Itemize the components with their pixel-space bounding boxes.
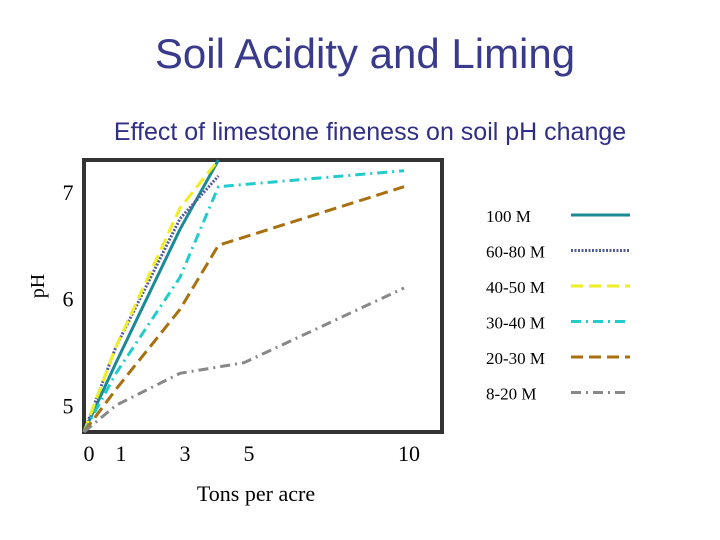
- chart-title: Effect of limestone fineness on soil pH …: [113, 118, 627, 146]
- series-lines: [82, 159, 405, 434]
- y-tick-label: 7: [63, 180, 74, 205]
- x-tick-label: 0: [84, 441, 95, 466]
- legend-label: 40-50 M: [486, 278, 545, 297]
- legend-label: 8-20 M: [486, 385, 537, 404]
- series-line: [82, 185, 405, 433]
- plot-frame: [82, 158, 444, 434]
- legend: 100 M 60-80 M 40-50 M 30-40 M 20-30 M 8-20 M: [486, 207, 630, 404]
- legend-label: 30-40 M: [486, 314, 545, 333]
- x-tick-label: 3: [180, 441, 191, 466]
- series-line: [82, 159, 220, 433]
- x-axis-label: Tons per acre: [197, 481, 315, 506]
- x-tick-label: 10: [398, 441, 420, 466]
- page-title: Soil Acidity and Liming: [154, 30, 576, 77]
- series-line: [82, 159, 220, 433]
- y-axis: 5 6 7: [63, 180, 74, 418]
- x-axis: 0 1 3 5 10: [84, 441, 421, 466]
- y-axis-label: pH: [27, 274, 49, 298]
- x-tick-label: 5: [244, 441, 255, 466]
- y-tick-label: 5: [63, 393, 74, 418]
- x-tick-label: 1: [116, 441, 127, 466]
- series-line: [83, 286, 405, 434]
- y-tick-label: 6: [63, 287, 74, 312]
- legend-label: 100 M: [486, 207, 531, 226]
- legend-label: 60-80 M: [486, 243, 545, 262]
- legend-label: 20-30 M: [486, 349, 545, 368]
- series-line: [82, 169, 405, 433]
